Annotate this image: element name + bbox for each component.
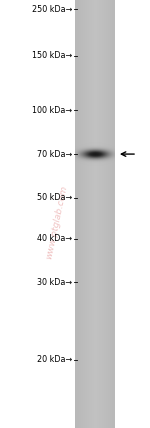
Text: 100 kDa→: 100 kDa→ xyxy=(32,106,72,115)
Text: 40 kDa→: 40 kDa→ xyxy=(37,234,72,244)
Text: 30 kDa→: 30 kDa→ xyxy=(37,278,72,287)
Text: 70 kDa→: 70 kDa→ xyxy=(37,149,72,159)
Text: 20 kDa→: 20 kDa→ xyxy=(37,355,72,364)
Text: 150 kDa→: 150 kDa→ xyxy=(32,51,72,60)
Text: 250 kDa→: 250 kDa→ xyxy=(32,5,72,14)
Text: www.ptglab.com: www.ptglab.com xyxy=(45,185,69,260)
Text: 50 kDa→: 50 kDa→ xyxy=(37,193,72,202)
